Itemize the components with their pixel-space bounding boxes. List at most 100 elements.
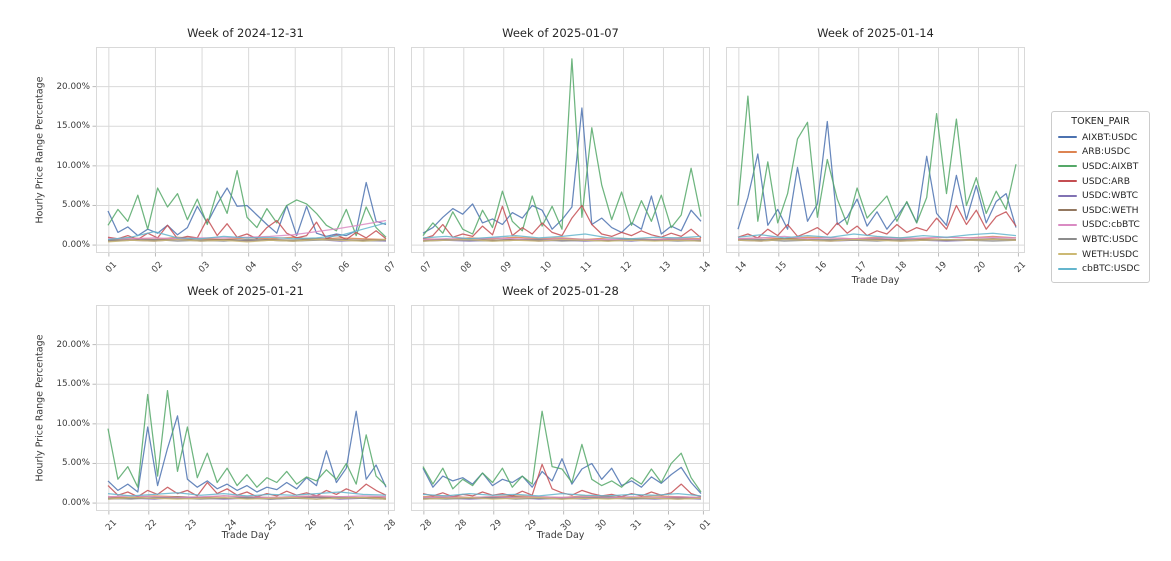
subplot-title: Week of 2025-01-07	[502, 26, 619, 40]
series-line-AIXBT:USDC	[107, 410, 387, 493]
series-line-USDC:WBTC	[422, 496, 702, 500]
legend-label: AIXBT:USDC	[1082, 131, 1138, 143]
y-tick-label: 15.00%	[56, 379, 90, 390]
legend-swatch-icon	[1058, 165, 1077, 168]
series-line-AIXBT:USDC	[422, 458, 702, 495]
subplot-title: Week of 2025-01-28	[502, 284, 619, 298]
series-line-cbBTC:USDC	[422, 492, 702, 497]
axes-frame	[411, 305, 710, 511]
y-tick-label: 20.00%	[56, 81, 90, 92]
series-line-WETH:USDC	[737, 238, 1017, 242]
legend-swatch-icon	[1058, 150, 1077, 153]
legend-label: USDC:WETH	[1082, 204, 1139, 216]
legend-swatch-icon	[1058, 267, 1077, 270]
legend-label: USDC:WBTC	[1082, 190, 1139, 202]
legend-label: ARB:USDC	[1082, 146, 1131, 158]
legend-swatch-icon	[1058, 136, 1077, 139]
y-tick-label: 10.00%	[56, 418, 90, 429]
axes-frame	[411, 47, 710, 253]
plot-area	[411, 47, 710, 257]
series-line-WBTC:USDC	[422, 238, 702, 242]
subplot-title: Week of 2024-12-31	[187, 26, 304, 40]
series-line-USDC:ARB	[422, 463, 702, 498]
legend-item-WBTC:USDC: WBTC:USDC	[1058, 232, 1143, 247]
series-line-USDC:cbBTC	[107, 495, 387, 499]
plot-area	[726, 47, 1025, 257]
series-line-USDC:AIXBT	[737, 95, 1017, 226]
legend-item-WETH:USDC: WETH:USDC	[1058, 247, 1143, 262]
series-line-USDC:AIXBT	[107, 389, 387, 488]
series-line-WBTC:USDC	[107, 496, 387, 500]
series-line-AIXBT:USDC	[737, 120, 1017, 230]
subplot-title: Week of 2025-01-21	[187, 284, 304, 298]
series-line-USDC:WBTC	[107, 496, 387, 500]
legend-label: cbBTC:USDC	[1082, 263, 1140, 275]
subplot-week-2025-01-14: 14 15 16 17 18 19 20 21	[726, 47, 1028, 275]
legend-item-USDC:AIXBT: USDC:AIXBT	[1058, 159, 1143, 174]
plot-area	[92, 305, 395, 515]
legend-items: AIXBT:USDC ARB:USDC USDC:AIXBT USDC:ARB USDC…	[1058, 130, 1143, 276]
series-line-cbBTC:USDC	[107, 222, 387, 241]
x-axis-label-row2-col1: Trade Day	[221, 530, 270, 541]
legend-item-USDC:cbBTC: USDC:cbBTC	[1058, 218, 1143, 233]
legend-swatch-icon	[1058, 209, 1077, 212]
y-axis-label-row2: Hourly Price Range Percentage	[34, 334, 46, 482]
legend-label: USDC:AIXBT	[1082, 160, 1139, 172]
x-axis-label-row2-col2: Trade Day	[536, 530, 585, 541]
series-line-USDC:ARB	[107, 218, 387, 241]
legend-label: WBTC:USDC	[1082, 233, 1139, 245]
y-tick-label: 20.00%	[56, 339, 90, 350]
y-tick-label: 5.00%	[62, 458, 90, 469]
series-line-WETH:USDC	[422, 496, 702, 500]
y-tick-label: 0.00%	[62, 498, 90, 509]
plot-area	[92, 47, 395, 257]
legend-label: USDC:ARB	[1082, 175, 1131, 187]
legend-title: TOKEN_PAIR	[1071, 116, 1130, 127]
legend-item-ARB:USDC: ARB:USDC	[1058, 145, 1143, 160]
y-axis-label-row1: Hourly Price Range Percentage	[34, 76, 46, 224]
legend: TOKEN_PAIR AIXBT:USDC ARB:USDC USDC:AIXBT U…	[1051, 111, 1150, 283]
series-line-USDC:AIXBT	[107, 169, 387, 238]
legend-item-cbBTC:USDC: cbBTC:USDC	[1058, 261, 1143, 276]
legend-label: USDC:cbBTC	[1082, 219, 1140, 231]
series-line-cbBTC:USDC	[422, 233, 702, 240]
axes-frame	[96, 47, 395, 253]
series-line-WETH:USDC	[422, 238, 702, 242]
series-line-cbBTC:USDC	[737, 232, 1017, 239]
legend-swatch-icon	[1058, 180, 1077, 183]
subplot-week-2025-01-21: 0.00% 5.00% 10.00% 15.00% 20.00% 21 22 23 24 25 26…	[56, 305, 398, 533]
series-line-AIXBT:USDC	[422, 107, 702, 235]
y-tick-label: 15.00%	[56, 121, 90, 132]
axes-frame	[726, 47, 1025, 253]
x-axis-label-col3: Trade Day	[851, 275, 900, 286]
y-tick-label: 10.00%	[56, 160, 90, 171]
series-line-USDC:cbBTC	[108, 219, 387, 240]
legend-item-USDC:WBTC: USDC:WBTC	[1058, 188, 1143, 203]
series-line-USDC:ARB	[422, 204, 702, 240]
series-line-WETH:USDC	[107, 238, 387, 243]
legend-swatch-icon	[1058, 253, 1077, 256]
series-line-cbBTC:USDC	[107, 491, 387, 497]
legend-swatch-icon	[1058, 223, 1077, 226]
legend-label: WETH:USDC	[1082, 248, 1139, 260]
y-tick-label: 0.00%	[62, 240, 90, 251]
axes-frame	[96, 305, 395, 511]
y-tick-label: 5.00%	[62, 200, 90, 211]
series-line-AIXBT:USDC	[107, 181, 387, 238]
series-line-WBTC:USDC	[107, 238, 387, 242]
series-line-USDC:AIXBT	[422, 58, 702, 236]
subplot-week-2025-01-28: 28 28 29 29 30 30 31 31 01	[411, 305, 713, 533]
subplot-week-2025-01-07: 07 08 09 10 11 12 13 14	[411, 47, 713, 275]
series-line-USDC:AIXBT	[422, 410, 702, 493]
series-line-USDC:WETH	[737, 238, 1017, 241]
legend-item-USDC:ARB: USDC:ARB	[1058, 174, 1143, 189]
legend-swatch-icon	[1058, 194, 1077, 197]
subplot-week-2024-12-31: 0.00% 5.00% 10.00% 15.00% 20.00% 01 02 03 04 05 06…	[56, 47, 398, 275]
series-line-USDC:ARB	[737, 204, 1017, 239]
legend-item-USDC:WETH: USDC:WETH	[1058, 203, 1143, 218]
subplot-title: Week of 2025-01-14	[817, 26, 934, 40]
legend-item-AIXBT:USDC: AIXBT:USDC	[1058, 130, 1143, 145]
plot-area	[411, 305, 710, 515]
legend-swatch-icon	[1058, 238, 1077, 241]
